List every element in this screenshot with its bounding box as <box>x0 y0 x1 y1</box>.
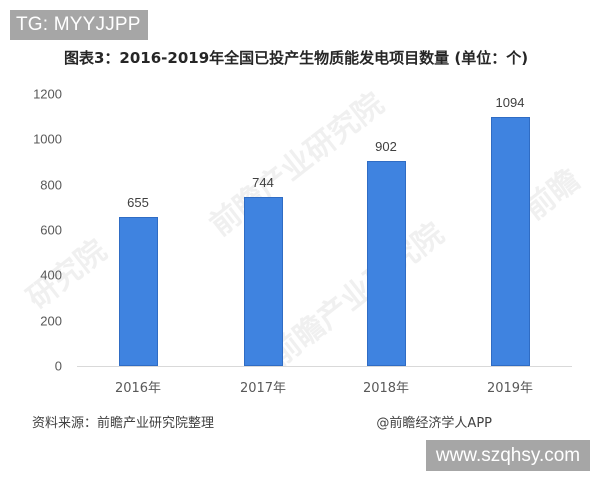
tg-badge: TG: MYYJJPP <box>10 10 148 40</box>
x-axis-line <box>77 366 572 367</box>
y-tick: 400 <box>40 267 62 283</box>
credit-note: @前瞻经济学人APP <box>376 416 492 431</box>
chart-title: 图表3：2016-2019年全国已投产生物质能发电项目数量 (单位：个) <box>64 49 529 67</box>
bar-2016 <box>119 217 158 366</box>
x-tick: 2016年 <box>114 381 162 396</box>
bar-2018 <box>367 161 406 366</box>
bar-2019 <box>491 117 530 366</box>
watermark: 前瞻产业研究院 <box>263 216 451 374</box>
x-tick: 2018年 <box>362 381 410 396</box>
y-tick: 600 <box>40 222 62 238</box>
bar-value-label: 1094 <box>495 95 525 110</box>
y-tick: 0 <box>54 358 62 374</box>
x-tick: 2017年 <box>239 381 287 396</box>
x-tick: 2019年 <box>486 381 534 396</box>
y-tick: 1200 <box>33 86 62 102</box>
y-tick: 1000 <box>33 131 62 147</box>
y-tick: 200 <box>40 313 62 329</box>
chart-plot-area: 前瞻产业研究院 前瞻产业研究院 前瞻 研究院 0 200 400 600 800… <box>21 86 587 396</box>
bar-value-label: 902 <box>375 139 397 154</box>
bar-2017 <box>244 197 283 366</box>
y-tick: 800 <box>40 177 62 193</box>
data-source-note: 资料来源：前瞻产业研究院整理 <box>32 416 215 431</box>
bar-value-label: 744 <box>252 175 274 190</box>
bar-value-label: 655 <box>127 195 149 210</box>
site-url-badge: www.szqhsy.com <box>426 440 590 471</box>
watermark: 前瞻产业研究院 <box>203 86 391 244</box>
